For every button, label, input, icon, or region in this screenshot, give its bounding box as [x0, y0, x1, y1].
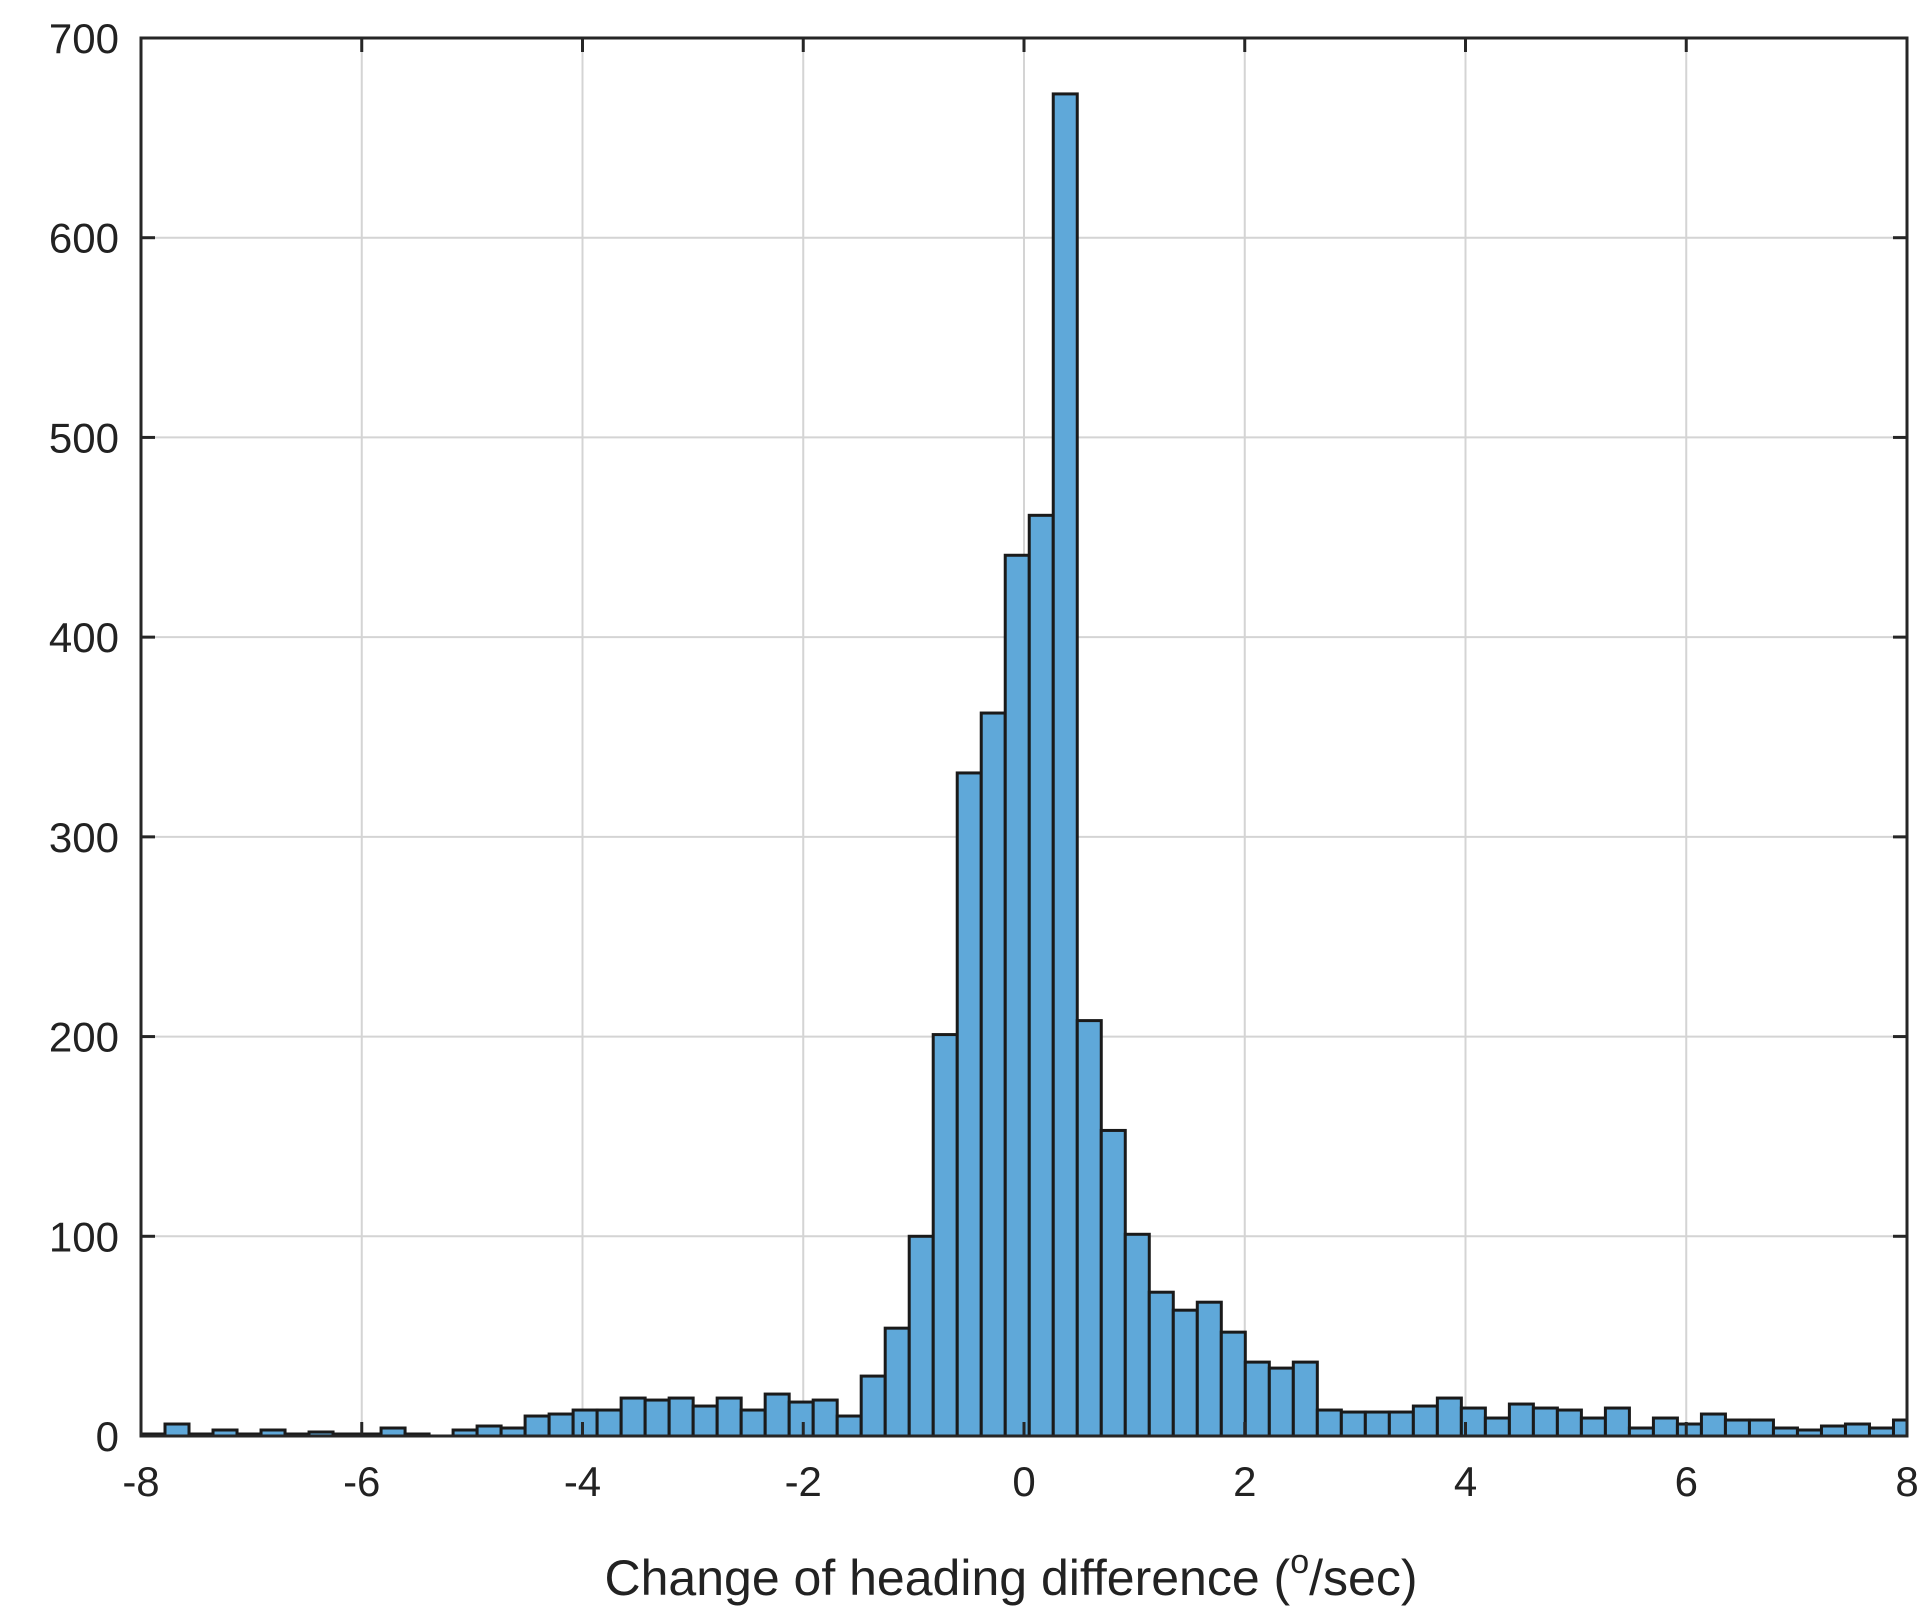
histogram-bar — [691, 1404, 719, 1438]
histogram-bar — [1651, 1416, 1679, 1438]
histogram-bar — [1195, 1300, 1223, 1438]
x-tick-label: 8 — [1895, 1458, 1918, 1505]
histogram-bar — [1891, 1418, 1909, 1438]
bars — [139, 92, 1909, 1438]
y-tick-label: 600 — [49, 215, 119, 262]
histogram-bar — [1747, 1418, 1775, 1438]
histogram-bar — [979, 711, 1007, 1438]
histogram-bar — [907, 1234, 935, 1438]
x-axis-title: Change of heading difference (o/sec) — [605, 1543, 1418, 1606]
histogram-bar — [1843, 1422, 1871, 1438]
histogram-bar — [811, 1398, 839, 1438]
histogram-bar — [955, 771, 983, 1438]
histogram-bar — [619, 1396, 647, 1438]
x-tick-label: -2 — [785, 1458, 822, 1505]
histogram-bar — [547, 1412, 575, 1438]
y-tick-label: 200 — [49, 1014, 119, 1061]
histogram-bar — [667, 1396, 695, 1438]
histogram-bar — [1723, 1418, 1751, 1438]
x-tick-label: 4 — [1454, 1458, 1477, 1505]
histogram-bar — [1027, 513, 1055, 1438]
histogram-bar — [163, 1422, 191, 1438]
histogram-bar — [931, 1033, 959, 1438]
y-tick-label: 100 — [49, 1213, 119, 1260]
x-tick-label: -4 — [564, 1458, 601, 1505]
histogram-bar — [763, 1392, 791, 1438]
x-tick-label: 6 — [1675, 1458, 1698, 1505]
histogram-bar — [835, 1414, 863, 1438]
histogram-bar — [1579, 1416, 1607, 1438]
histogram-bar — [1531, 1406, 1559, 1438]
y-tick-label: 700 — [49, 15, 119, 62]
histogram-bar — [595, 1408, 623, 1438]
histogram-bar — [859, 1374, 887, 1438]
histogram-bar — [523, 1414, 551, 1438]
x-tick-label: 0 — [1012, 1458, 1035, 1505]
histogram-bar — [1387, 1410, 1415, 1438]
histogram-bar — [571, 1408, 599, 1438]
histogram-bar — [1099, 1128, 1127, 1438]
y-tick-label: 500 — [49, 414, 119, 461]
histogram-bar — [1147, 1290, 1175, 1438]
histogram-bar — [1123, 1232, 1151, 1438]
x-axis-title-superscript: o — [1290, 1543, 1309, 1581]
histogram-bar — [715, 1396, 743, 1438]
tick-marks — [139, 36, 1909, 1438]
histogram-bar — [1339, 1410, 1367, 1438]
histogram-bar — [1363, 1410, 1391, 1438]
histogram-bar — [1603, 1406, 1631, 1438]
x-axis-title-main: Change of heading difference ( — [605, 1550, 1291, 1606]
histogram-bar — [1075, 1019, 1103, 1438]
x-tick-label: -8 — [122, 1458, 159, 1505]
y-tick-label: 300 — [49, 814, 119, 861]
y-tick-label: 400 — [49, 614, 119, 661]
histogram-bar — [1435, 1396, 1463, 1438]
histogram-bar — [883, 1326, 911, 1438]
x-tick-labels: -8 -6 -4 -2 0 2 4 6 8 — [122, 1458, 1918, 1505]
histogram-bar — [1243, 1360, 1271, 1438]
histogram-bar — [1267, 1366, 1295, 1438]
histogram-bar — [1411, 1404, 1439, 1438]
histogram-bar — [1483, 1416, 1511, 1438]
histogram-bar — [787, 1400, 815, 1438]
histogram-bar — [1291, 1360, 1319, 1438]
y-tick-label: 0 — [96, 1413, 119, 1460]
x-tick-label: 2 — [1233, 1458, 1256, 1505]
histogram-bar — [1675, 1422, 1703, 1438]
histogram-bar — [1699, 1412, 1727, 1438]
x-axis-title-suffix: /sec) — [1309, 1550, 1417, 1606]
histogram-bar — [1171, 1308, 1199, 1438]
histogram-bar — [643, 1398, 671, 1438]
histogram-bar — [739, 1408, 767, 1438]
x-tick-label: -6 — [343, 1458, 380, 1505]
y-tick-labels: 0 100 200 300 400 500 600 700 — [49, 15, 119, 1460]
histogram-bar — [1315, 1408, 1343, 1438]
histogram-bar — [1003, 553, 1031, 1438]
histogram-bar — [1555, 1408, 1583, 1438]
histogram-bar — [1219, 1330, 1247, 1438]
histogram-bar — [1051, 92, 1079, 1438]
histogram-bar — [1507, 1402, 1535, 1438]
